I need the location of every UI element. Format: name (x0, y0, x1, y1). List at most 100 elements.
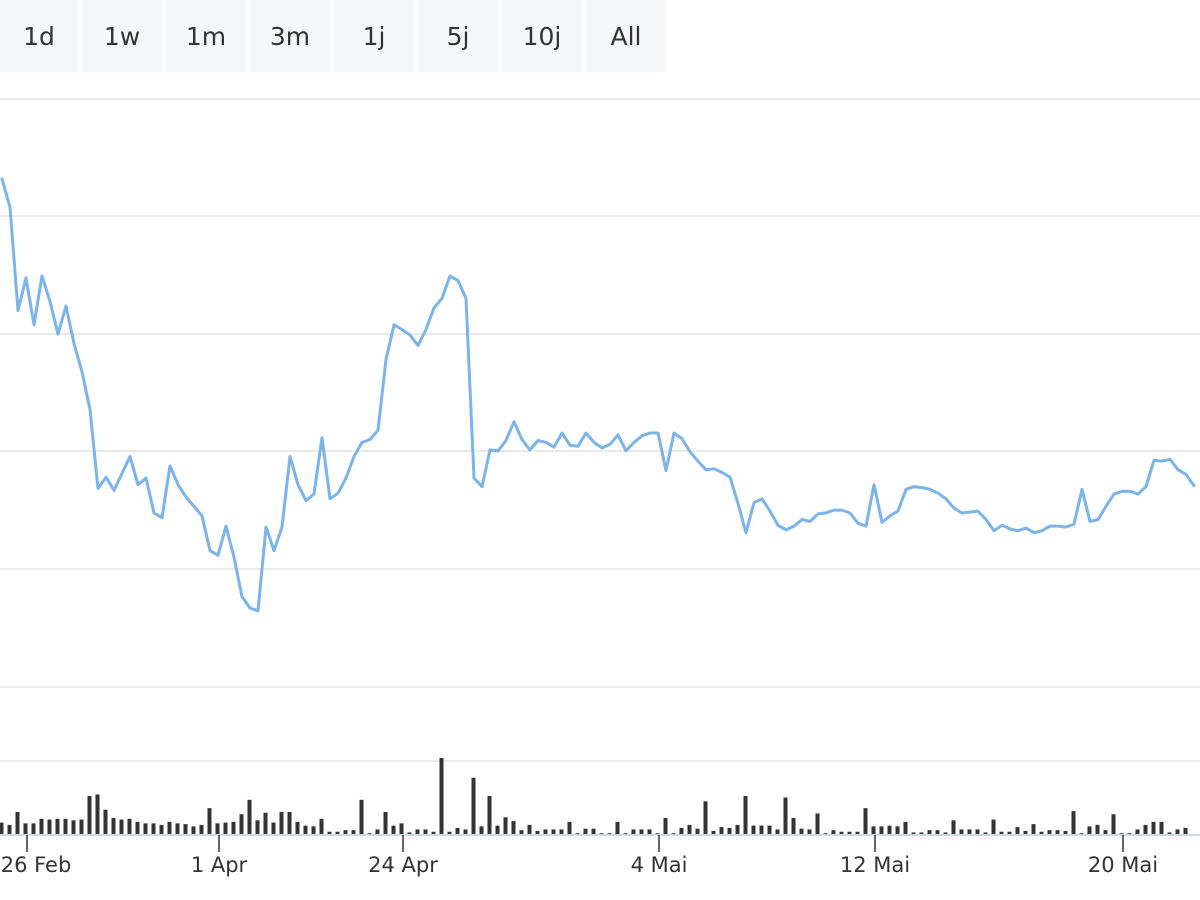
volume-bar (855, 831, 860, 834)
volume-bar (271, 822, 276, 834)
volume-bar (431, 831, 436, 834)
volume-bar (239, 814, 244, 834)
x-tick-label: 12 Mai (840, 853, 910, 877)
range-selector: 1d 1w 1m 3m 1j 5j 10j All (0, 0, 670, 72)
volume-bar (287, 811, 292, 834)
volume-bar (799, 828, 804, 834)
volume-bar (55, 818, 60, 834)
volume-bar (823, 833, 828, 834)
volume-bar (63, 818, 68, 834)
volume-bar (191, 826, 196, 834)
volume-bar (39, 818, 44, 834)
range-button-5j[interactable]: 5j (418, 0, 498, 72)
x-tick-label: 24 Apr (368, 853, 438, 877)
volume-bar (479, 826, 484, 834)
volume-bar (7, 824, 12, 834)
volume-bar (295, 821, 300, 834)
volume-bar (383, 811, 388, 834)
volume-bar (71, 820, 76, 834)
volume-bar (919, 832, 924, 834)
x-tick-label: 26 Feb (1, 853, 72, 877)
range-button-10j[interactable]: 10j (502, 0, 582, 72)
x-tick-label: 4 Mai (631, 853, 688, 877)
volume-bar (183, 824, 188, 834)
volume-bar (527, 824, 532, 834)
volume-bar (679, 827, 684, 834)
price-line (0, 177, 1196, 613)
volume-bar (399, 823, 404, 834)
volume-bar (1015, 827, 1020, 834)
volume-bar (815, 813, 820, 834)
volume-bar (887, 825, 892, 834)
volume-bar (575, 833, 580, 834)
volume-bar (23, 823, 28, 834)
volume-bar (367, 833, 372, 834)
volume-bar (215, 823, 220, 834)
volume-bar (15, 811, 20, 834)
volume-bar (1159, 821, 1164, 834)
volume-bar (1135, 829, 1140, 834)
volume-bar (1175, 829, 1180, 834)
volume-bar (911, 832, 916, 834)
volume-bar (47, 819, 52, 834)
volume-bar (519, 830, 524, 834)
volume-bar (607, 833, 612, 834)
x-tick-label: 20 Mai (1088, 853, 1158, 877)
volume-bar (1183, 827, 1188, 834)
volume-bar (639, 829, 644, 834)
volume-bar (1095, 824, 1100, 834)
volume-bar (143, 823, 148, 834)
volume-bar (351, 830, 356, 834)
volume-bar (871, 826, 876, 834)
volume-bar (623, 833, 628, 834)
volume-bar (455, 827, 460, 834)
gridlines (0, 98, 1200, 762)
volume-bar (727, 827, 732, 834)
volume-bar (847, 831, 852, 834)
volume-bar (687, 824, 692, 834)
volume-bar (151, 823, 156, 834)
volume-bar (743, 796, 748, 834)
volume-bar (279, 811, 284, 834)
volume-bar (951, 820, 956, 834)
volume-bar (135, 821, 140, 834)
range-button-1d[interactable]: 1d (0, 0, 78, 72)
range-button-1j[interactable]: 1j (334, 0, 414, 72)
volume-bar (975, 829, 980, 834)
volume-bar (967, 829, 972, 834)
range-button-1m[interactable]: 1m (166, 0, 246, 72)
volume-bar (1119, 833, 1124, 834)
volume-bar (447, 831, 452, 834)
range-button-all[interactable]: All (586, 0, 666, 72)
volume-bar (959, 829, 964, 834)
volume-bar (695, 828, 700, 834)
volume-bar (1047, 830, 1052, 834)
volume-bar (783, 797, 788, 834)
volume-bar (631, 829, 636, 834)
volume-bar (935, 830, 940, 834)
volume-bar (247, 799, 252, 834)
volume-bar (415, 829, 420, 834)
range-button-1w[interactable]: 1w (82, 0, 162, 72)
volume-bar (303, 825, 308, 834)
volume-bar (671, 833, 676, 834)
volume-bar (439, 758, 444, 834)
volume-bar (511, 821, 516, 834)
volume-bar (775, 829, 780, 834)
volume-bar (327, 831, 332, 834)
volume-bar (791, 818, 796, 834)
volume-bar (407, 832, 412, 834)
volume-bar (663, 818, 668, 834)
volume-bar (1023, 830, 1028, 834)
volume-bar (999, 831, 1004, 834)
volume-bars (0, 758, 1188, 834)
volume-bar (167, 821, 172, 834)
volume-bar (559, 829, 564, 834)
volume-bar (319, 818, 324, 834)
volume-bar (1071, 811, 1076, 834)
x-tick-label: 1 Apr (191, 853, 248, 877)
volume-bar (255, 820, 260, 834)
range-button-3m[interactable]: 3m (250, 0, 330, 72)
volume-bar (359, 799, 364, 834)
